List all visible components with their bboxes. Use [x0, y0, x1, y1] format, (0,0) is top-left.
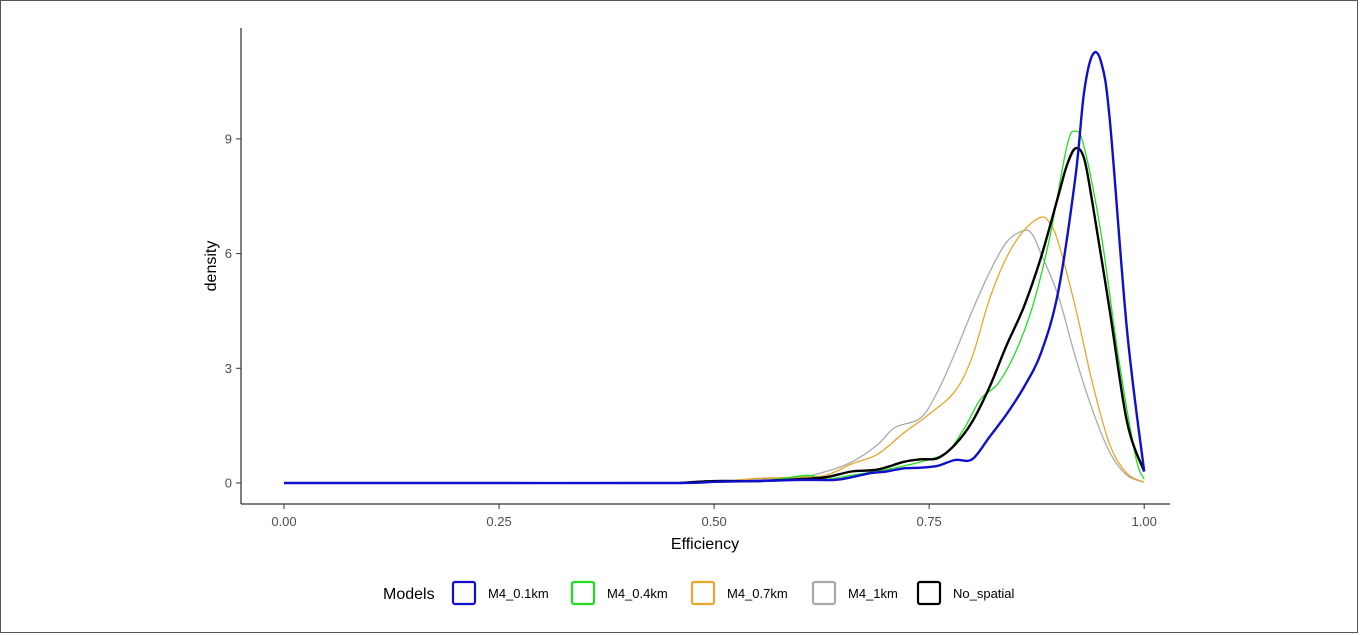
legend-key-m4-0-4km	[570, 580, 596, 606]
legend-label-m4-0-4km: M4_0.4km	[607, 586, 668, 601]
x-axis-title: Efficiency	[671, 536, 739, 553]
legend-key-no-spatial	[916, 580, 942, 606]
x-tick-label: 0.25	[486, 514, 511, 529]
x-tick-label: 1.00	[1132, 514, 1157, 529]
legend-label-m4-1km: M4_1km	[848, 586, 898, 601]
legend-key-m4-0-1km	[451, 580, 477, 606]
x-tick-label: 0.00	[271, 514, 296, 529]
y-tick-label: 3	[225, 361, 232, 376]
x-ticks: 0.00 0.25 0.50 0.75 1.00	[271, 504, 1157, 529]
legend-label-m4-0-7km: M4_0.7km	[727, 586, 788, 601]
x-tick-label: 0.75	[916, 514, 941, 529]
series-line-no-spatial	[679, 146, 1146, 485]
series-line-m4-1km	[679, 229, 1145, 484]
series-line-m4-0-4km	[679, 130, 1145, 484]
y-axis-title: density	[203, 241, 220, 292]
legend: Models M4_0.1km M4_0.4km M4_0.7km M4_1km No_…	[383, 580, 1015, 606]
x-tick-label: 0.50	[701, 514, 726, 529]
legend-label-no-spatial: No_spatial	[953, 586, 1015, 601]
y-tick-label: 6	[225, 246, 232, 261]
y-tick-label: 0	[225, 475, 232, 490]
series-line-m4-0-7km	[679, 216, 1145, 484]
legend-title: Models	[383, 586, 435, 603]
series-line-m4-0-1km	[283, 50, 1146, 485]
series-layer	[283, 50, 1146, 485]
y-tick-label: 9	[225, 131, 232, 146]
y-ticks: 0 3 6 9	[225, 131, 241, 490]
legend-label-m4-0-1km: M4_0.1km	[488, 586, 549, 601]
legend-key-m4-0-7km	[690, 580, 716, 606]
legend-key-m4-1km	[811, 580, 837, 606]
